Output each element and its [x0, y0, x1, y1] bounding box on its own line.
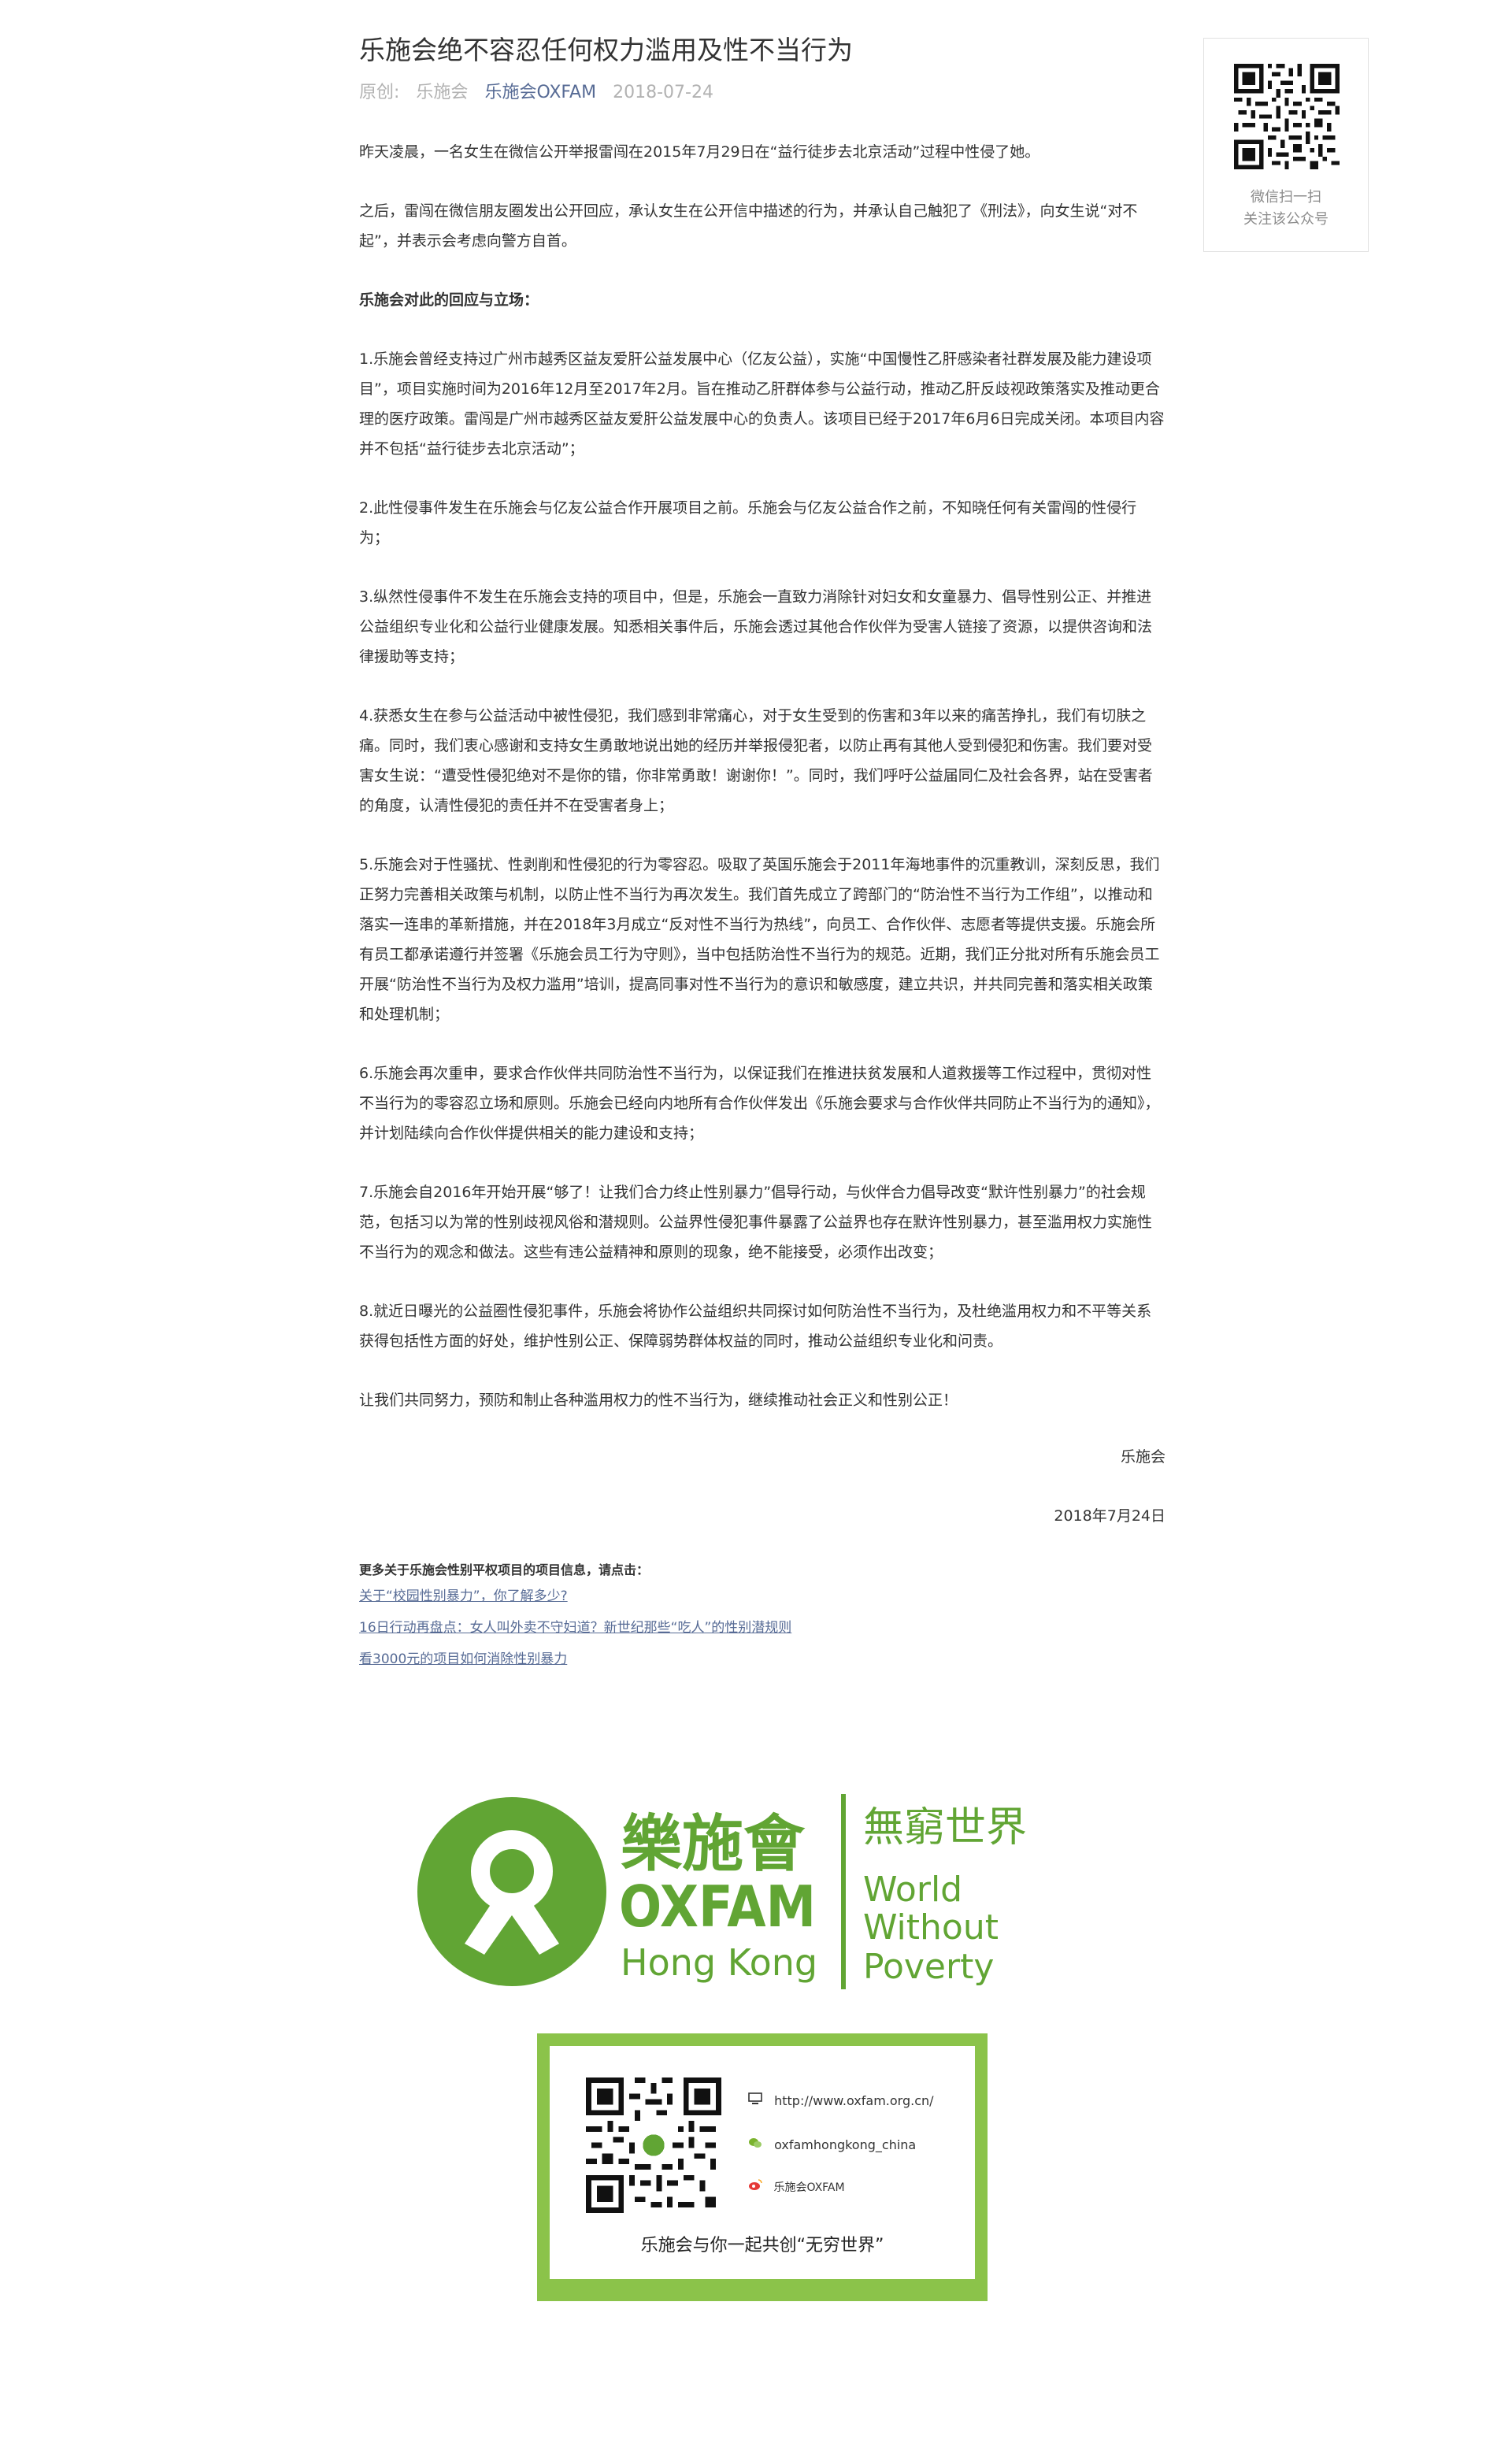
paragraph: 之后，雷闯在微信朋友圈发出公开回应，承认女生在公开信中描述的行为，并承认自己触犯… [359, 202, 1138, 250]
qr-caption: 微信扫一扫 关注该公众号 [1204, 187, 1368, 231]
website-url[interactable]: http://www.oxfam.org.cn/ [774, 2093, 934, 2108]
paragraph: 3.纵然性侵事件不发生在乐施会支持的项目中，但是，乐施会一直致力消除针对妇女和女… [359, 588, 1153, 665]
paragraph: 昨天凌晨，一名女生在微信公开举报雷闯在2015年7月29日在“益行徒步去北京活动… [359, 143, 1040, 161]
publish-date: 2018-07-24 [613, 83, 713, 102]
paragraph: 让我们共同努力，预防和制止各种滥用权力的性不当行为，继续推动社会正义和性别公正！ [359, 1392, 958, 1409]
footer-slogan: 乐施会与你一起共创“无穷世界” [640, 2236, 884, 2255]
wechat-id: oxfamhongkong_china [774, 2137, 917, 2152]
follow-qr-card: 微信扫一扫 关注该公众号 [1203, 38, 1369, 252]
paragraph: 4.获悉女生在参与公益活动中被性侵犯，我们感到非常痛心，对于女生受到的伤害和3年… [359, 707, 1153, 814]
signature-block: 乐施会 2018年7月24日 [359, 1442, 1166, 1531]
logo-slogan-cn: 無窮世界 [863, 1804, 1027, 1851]
article-title: 乐施会绝不容忍任何权力滥用及性不当行为 [359, 35, 853, 65]
oxfam-figure-icon [465, 1830, 559, 1955]
signature: 乐施会 [1120, 1448, 1166, 1466]
signature-date: 2018年7月24日 [1054, 1507, 1166, 1525]
footer-weibo-row: 乐施会OXFAM [747, 2178, 845, 2197]
paragraph: 1.乐施会曾经支持过广州市越秀区益友爱肝公益发展中心（亿友公益），实施“中国慢性… [359, 350, 1165, 458]
footer-contact-card: http://www.oxfam.org.cn/ oxfamhongkong_c… [537, 2033, 988, 2301]
article-body: 昨天凌晨，一名女生在微信公开举报雷闯在2015年7月29日在“益行徒步去北京活动… [359, 137, 1166, 1675]
paragraph: 5.乐施会对于性骚扰、性剥削和性侵犯的行为零容忍。吸取了英国乐施会于2011年海… [359, 856, 1160, 1023]
original-tag: 原创: [359, 83, 400, 102]
related-link[interactable]: 关于“校园性别暴力”，你了解多少? [359, 1588, 568, 1604]
related-link[interactable]: 16日行动再盘点：女人叫外卖不守妇道？新世纪那些“吃人”的性别潜规则 [359, 1620, 792, 1636]
oxfam-logo: 樂施會 OXFAM Hong Kong 無窮世界 World Without P… [417, 1794, 1027, 1989]
logo-divider [841, 1794, 846, 1989]
logo-slogan-en-1: World [863, 1870, 962, 1910]
section-heading: 乐施会对此的回应与立场： [359, 291, 539, 309]
footer-website-row: http://www.oxfam.org.cn/ [747, 2092, 934, 2111]
paragraph: 6.乐施会再次重申，要求合作伙伴共同防治性不当行为，以保证我们在推进扶贫发展和人… [359, 1065, 1160, 1142]
oxfam-logo-mark [417, 1797, 606, 1986]
weibo-account: 乐施会OXFAM [773, 2181, 845, 2194]
qr-caption-line2: 关注该公众号 [1243, 211, 1329, 228]
logo-brand: OXFAM [619, 1874, 816, 1940]
wechat-icon [747, 2136, 764, 2155]
qr-caption-line1: 微信扫一扫 [1251, 189, 1321, 206]
logo-region: Hong Kong [621, 1941, 817, 1984]
logo-slogan-en-3: Poverty [863, 1947, 994, 1987]
paragraph: 7.乐施会自2016年开始开展“够了！让我们合力终止性别暴力”倡导行动，与伙伴合… [359, 1184, 1153, 1261]
qr-code [1234, 64, 1340, 169]
related-link[interactable]: 看3000元的项目如何消除性别暴力 [359, 1651, 568, 1667]
footer-qr-code [586, 2077, 721, 2213]
footer-card-inner: http://www.oxfam.org.cn/ oxfamhongkong_c… [550, 2046, 975, 2279]
weibo-icon [747, 2178, 764, 2197]
paragraph: 8.就近日曝光的公益圈性侵犯事件，乐施会将协作公益组织共同探讨如何防治性不当行为… [359, 1303, 1152, 1350]
article-meta: 原创: 乐施会 乐施会OXFAM 2018-07-24 [359, 80, 1166, 106]
account-link[interactable]: 乐施会OXFAM [484, 83, 597, 102]
footer-qr-center-logo [643, 2134, 665, 2156]
author-name: 乐施会 [416, 83, 469, 102]
more-info-title: 更多关于乐施会性别平权项目的项目信息，请点击： [359, 1562, 650, 1577]
article: 乐施会绝不容忍任何权力滥用及性不当行为 原创: 乐施会 乐施会OXFAM 201… [359, 32, 1166, 1675]
paragraph: 2.此性侵事件发生在乐施会与亿友公益合作开展项目之前。乐施会与亿友公益合作之前，… [359, 499, 1137, 547]
logo-chinese-name: 樂施會 [621, 1809, 806, 1880]
computer-icon [747, 2092, 764, 2111]
footer-wechat-row: oxfamhongkong_china [747, 2136, 916, 2155]
logo-slogan-en-2: Without [863, 1907, 999, 1948]
